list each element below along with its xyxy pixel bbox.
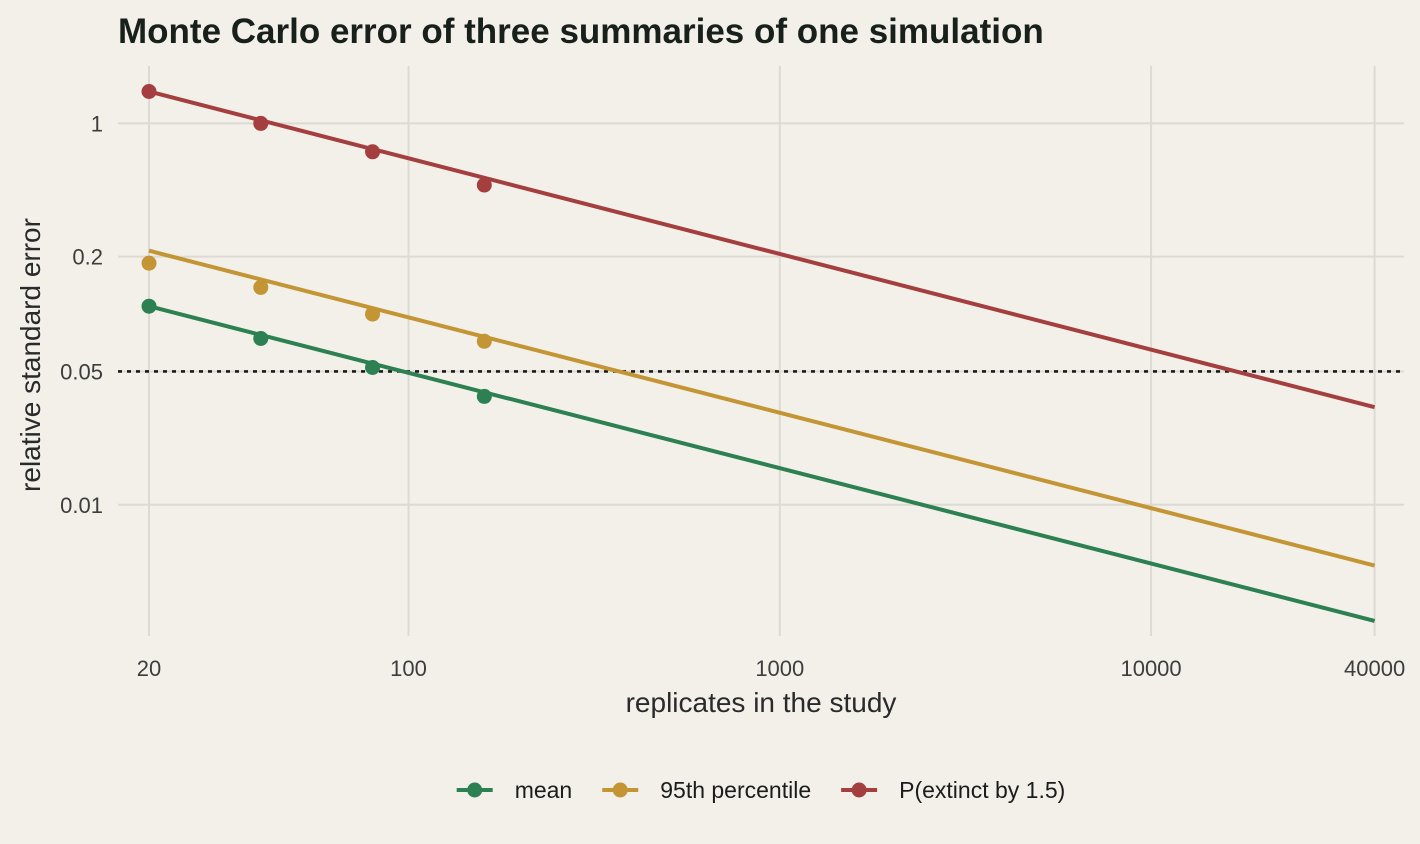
data-point: [476, 177, 492, 193]
data-point: [253, 330, 269, 346]
x-tick-label: 100: [390, 656, 427, 681]
legend-label: P(extinct by 1.5): [899, 777, 1065, 803]
data-point: [141, 298, 157, 314]
legend-key-point: [467, 782, 483, 798]
legend-item: P(extinct by 1.5): [841, 777, 1065, 803]
series-line: [148, 304, 1376, 623]
legend-item: mean: [456, 777, 573, 803]
data-point: [365, 306, 381, 322]
data-point: [476, 333, 492, 349]
legend: mean 95th percentile P(extinct by 1.5): [456, 777, 1065, 803]
x-tick-label: 1000: [755, 656, 804, 681]
series-0: [141, 298, 1376, 623]
x-tick-label: 40000: [1344, 656, 1405, 681]
legend-label: 95th percentile: [660, 777, 811, 803]
series-2: [141, 83, 1376, 410]
legend-key-point: [612, 782, 628, 798]
gridlines: [118, 66, 1404, 636]
y-tick-label: 0.01: [60, 493, 103, 518]
chart-title: Monte Carlo error of three summaries of …: [118, 12, 1044, 51]
data-point: [253, 279, 269, 295]
series-layer: [141, 83, 1376, 623]
legend-label: mean: [515, 777, 573, 803]
data-point: [141, 255, 157, 271]
x-tick-label: 10000: [1120, 656, 1181, 681]
y-tick-label: 0.05: [60, 359, 103, 384]
y-tick-label: 0.2: [72, 245, 103, 270]
x-axis-title: replicates in the study: [626, 687, 897, 718]
y-axis-title: relative standard error: [15, 218, 46, 492]
series-line: [148, 89, 1376, 410]
series-line: [148, 248, 1376, 568]
data-point: [253, 115, 269, 131]
data-point: [141, 83, 157, 99]
data-point: [365, 359, 381, 375]
tick-labels: 20 100 1000 10000 40000 0.01 0.05 0.2 1: [60, 111, 1405, 681]
data-point: [365, 144, 381, 160]
legend-key-point: [851, 782, 867, 798]
series-1: [141, 248, 1376, 568]
data-point: [476, 388, 492, 404]
legend-item: 95th percentile: [602, 777, 811, 803]
y-tick-label: 1: [91, 111, 103, 136]
x-tick-label: 20: [137, 656, 161, 681]
